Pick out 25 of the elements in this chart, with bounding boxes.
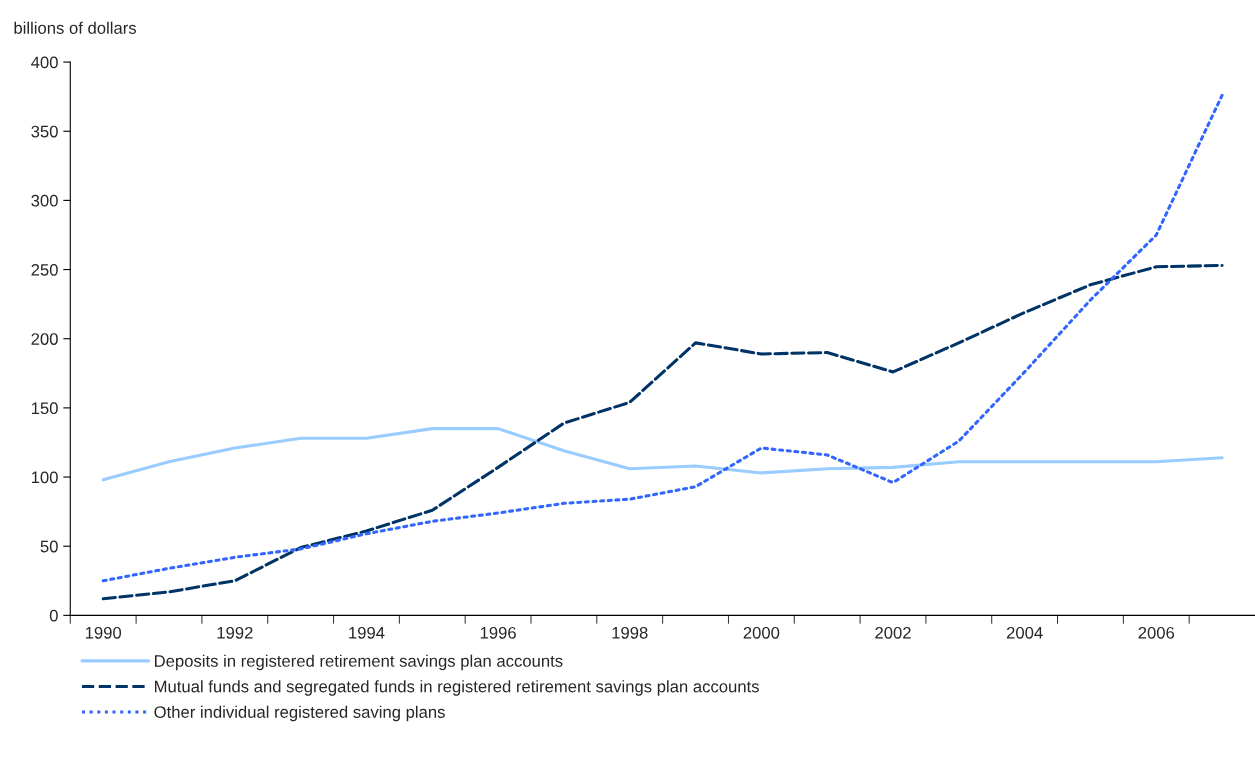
y-tick-label: 100 bbox=[31, 471, 58, 484]
y-axis-title: billions of dollars bbox=[14, 21, 137, 34]
x-tick-label: 2004 bbox=[1006, 626, 1043, 639]
y-tick-label: 300 bbox=[31, 194, 58, 207]
y-tick-label: 150 bbox=[31, 402, 58, 415]
y-tick-label: 50 bbox=[40, 540, 58, 553]
line-series bbox=[101, 427, 1224, 482]
x-tick-label: 1994 bbox=[349, 626, 385, 639]
line-series bbox=[101, 93, 1224, 583]
line-series bbox=[101, 263, 1224, 601]
x-tick-label: 1992 bbox=[217, 626, 253, 639]
y-tick-label: 350 bbox=[31, 125, 58, 138]
y-tick-label: 200 bbox=[31, 333, 58, 345]
y-tick-label: 400 bbox=[31, 56, 58, 69]
x-tick-label: 2002 bbox=[875, 626, 911, 639]
x-tick-label: 1996 bbox=[480, 626, 516, 639]
y-tick-label: 0 bbox=[49, 609, 58, 622]
legend-label: Deposits in registered retirement savings plan accounts bbox=[155, 654, 563, 671]
y-tick-label: 250 bbox=[31, 263, 58, 276]
x-tick-label: 1998 bbox=[612, 626, 648, 639]
x-tick-label: 2006 bbox=[1138, 626, 1175, 639]
legend-label: Mutual funds and segregated funds in registered retirement savings plan accounts bbox=[155, 680, 759, 696]
x-tick-label: 2000 bbox=[743, 626, 780, 639]
x-tick-label: 1990 bbox=[85, 626, 122, 639]
legend-label: Other individual registered saving plans bbox=[154, 705, 445, 722]
